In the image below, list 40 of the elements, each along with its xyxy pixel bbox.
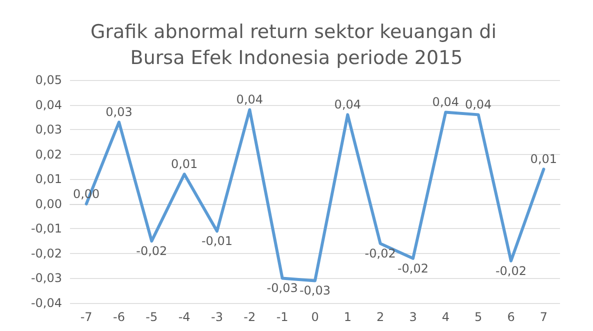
x-tick-label: -7 xyxy=(80,310,92,324)
chart-title: Grafik abnormal return sektor keuangan di Bursa Efek Indonesia periode 2015 xyxy=(90,21,503,69)
y-tick-label: 0,02 xyxy=(35,147,62,162)
x-tick-label: 4 xyxy=(442,310,450,324)
x-tick-label: -5 xyxy=(146,310,158,324)
y-tick-label: -0,02 xyxy=(30,246,62,260)
x-tick-label: 7 xyxy=(540,310,548,324)
y-tick-label: -0,03 xyxy=(30,271,62,286)
y-tick-label: -0,04 xyxy=(30,296,62,310)
data-label: -0,03 xyxy=(266,281,298,296)
x-tick-label: -6 xyxy=(113,310,125,324)
y-tick-label: 0,01 xyxy=(35,172,62,186)
x-tick-label: 6 xyxy=(507,310,515,324)
data-label: -0,02 xyxy=(136,244,168,258)
y-tick-label: 0,00 xyxy=(35,196,62,211)
data-label: 0,01 xyxy=(530,152,558,166)
data-label: -0,02 xyxy=(364,246,396,261)
x-tick-label: 0 xyxy=(311,310,319,324)
data-label: 0,04 xyxy=(334,98,362,112)
x-tick-label: -1 xyxy=(276,310,288,324)
data-label: -0,02 xyxy=(495,264,527,278)
data-label: 0,04 xyxy=(464,98,492,112)
x-tick-label: 2 xyxy=(376,310,384,324)
data-label: 0,01 xyxy=(170,157,198,172)
x-tick-label: -3 xyxy=(211,310,223,324)
data-label: 0,03 xyxy=(106,105,132,120)
data-label: -0,02 xyxy=(397,261,429,276)
data-label: 0,04 xyxy=(236,92,264,107)
x-tick-label: 1 xyxy=(344,310,352,324)
y-tick-label: -0,01 xyxy=(30,222,62,236)
y-tick-label: 0,03 xyxy=(35,122,62,137)
y-tick-label: 0,05 xyxy=(35,73,62,87)
y-tick-label: 0,04 xyxy=(35,98,62,112)
x-tick-label: -4 xyxy=(178,310,190,324)
x-tick-label: -2 xyxy=(244,310,256,324)
x-tick-label: 3 xyxy=(409,310,417,324)
x-tick-label: 5 xyxy=(474,310,482,324)
data-label: -0,01 xyxy=(201,234,233,248)
data-label: -0,03 xyxy=(299,284,331,298)
data-label: 0,04 xyxy=(432,95,460,110)
